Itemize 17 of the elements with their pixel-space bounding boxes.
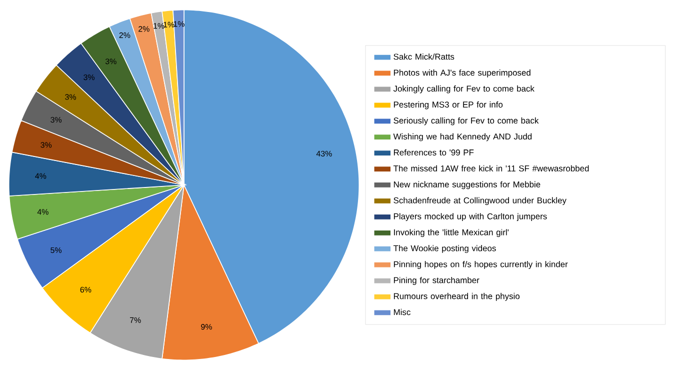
legend-label: The Wookie posting videos — [393, 245, 496, 253]
legend-label: References to '99 PF — [394, 149, 474, 156]
legend-label: Invoking the 'little Mexican girl' — [394, 229, 509, 237]
legend-label: The missed 1AW free kick in '11 SF #wewasrobbed — [393, 165, 589, 172]
legend-label: Pinning hopes on f/s hopes currently in kinder — [394, 261, 568, 269]
legend-label: Players mocked up with Carlton jumpers — [394, 213, 547, 221]
legend-label: Pestering MS3 or EP for info — [394, 101, 503, 110]
legend-label: Seriously calling for Fev to come back — [394, 117, 539, 126]
legend-label: Jokingly calling for Fev to come back — [393, 85, 534, 94]
legend-label: New nickname suggestions for Mebbie — [394, 181, 540, 190]
legend-label: Sakc Mick/Ratts — [394, 53, 454, 60]
legend-label: Wishing we had Kennedy AND Judd — [393, 133, 532, 142]
legend-label: Photos with AJ's face superimposed — [394, 69, 530, 78]
legend-label: Schadenfreude at Collingwood under Buckley — [394, 197, 566, 206]
legend-label: Pining for starchamber — [394, 276, 480, 285]
legend-label: Rumours overheard in the physio — [394, 292, 520, 301]
legend-label: Misc — [394, 308, 410, 316]
